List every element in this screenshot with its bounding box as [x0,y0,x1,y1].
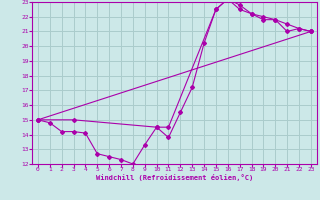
X-axis label: Windchill (Refroidissement éolien,°C): Windchill (Refroidissement éolien,°C) [96,174,253,181]
